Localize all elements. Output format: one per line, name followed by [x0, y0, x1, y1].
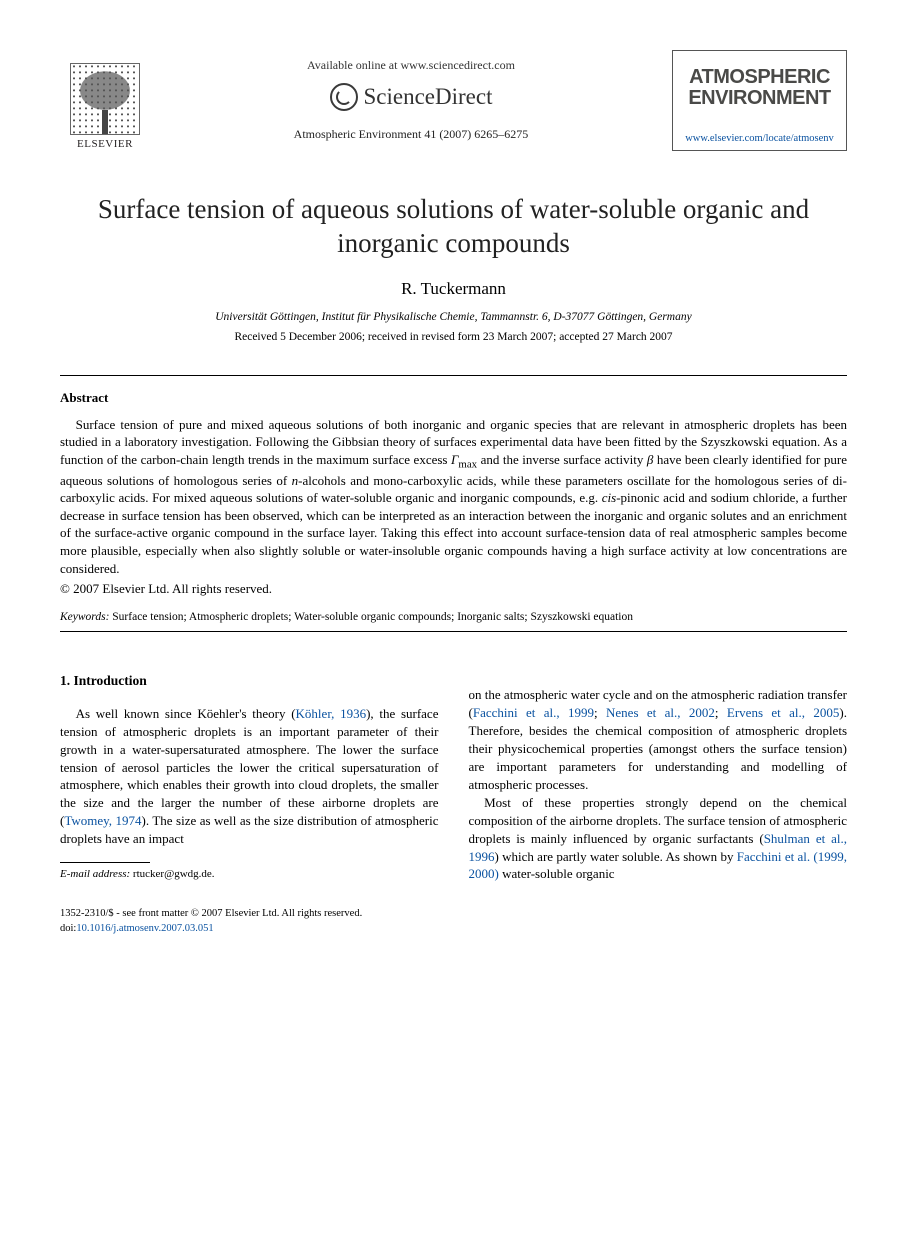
publisher-logo-block: ELSEVIER: [60, 50, 150, 150]
author-name: R. Tuckermann: [60, 279, 847, 299]
footnote-rule: [60, 862, 150, 863]
citation-twomey-1974[interactable]: Twomey, 1974: [64, 813, 141, 828]
header-center: Available online at www.sciencedirect.co…: [150, 50, 672, 142]
front-matter-line: 1352-2310/$ - see front matter © 2007 El…: [60, 907, 847, 921]
rule-above-abstract: [60, 375, 847, 376]
available-online-text: Available online at www.sciencedirect.co…: [150, 58, 672, 73]
journal-reference: Atmospheric Environment 41 (2007) 6265–6…: [150, 127, 672, 142]
journal-title-line1: ATMOSPHERIC: [677, 67, 842, 88]
body-text: ) which are partly water soluble. As sho…: [495, 849, 737, 864]
sciencedirect-swirl-icon: [330, 83, 358, 111]
col-spacer: [469, 646, 848, 686]
gamma-sub: max: [458, 458, 477, 470]
doi-link[interactable]: 10.1016/j.atmosenv.2007.03.051: [76, 923, 213, 934]
elsevier-tree-icon: [70, 63, 140, 135]
body-text: As well known since Köehler's theory (: [76, 706, 296, 721]
citation-nenes-2002[interactable]: Nenes et al., 2002: [606, 705, 715, 720]
page-footer: 1352-2310/$ - see front matter © 2007 El…: [60, 907, 847, 935]
publisher-name: ELSEVIER: [77, 138, 133, 150]
keywords-label: Keywords:: [60, 611, 109, 623]
author-email[interactable]: rtucker@gwdg.de.: [130, 868, 214, 880]
body-text: water-soluble organic: [499, 866, 615, 881]
article-dates: Received 5 December 2006; received in re…: [60, 331, 847, 343]
sciencedirect-text: ScienceDirect: [364, 84, 493, 110]
doi-line: doi:10.1016/j.atmosenv.2007.03.051: [60, 922, 847, 936]
cis-italic: cis: [602, 490, 616, 505]
body-text: ;: [594, 705, 606, 720]
intro-paragraph-2: Most of these properties strongly depend…: [469, 794, 848, 884]
section-1-heading: 1. Introduction: [60, 672, 439, 691]
body-text: ;: [715, 705, 727, 720]
citation-facchini-1999[interactable]: Facchini et al., 1999: [473, 705, 594, 720]
corresponding-author-footnote: E-mail address: rtucker@gwdg.de.: [60, 867, 439, 882]
citation-ervens-2005[interactable]: Ervens et al., 2005: [727, 705, 840, 720]
journal-title-line2: ENVIRONMENT: [677, 88, 842, 109]
abstract-copyright: © 2007 Elsevier Ltd. All rights reserved…: [60, 581, 847, 597]
intro-paragraph-1-cont: on the atmospheric water cycle and on th…: [469, 686, 848, 794]
right-column: on the atmospheric water cycle and on th…: [469, 646, 848, 883]
citation-kohler-1936[interactable]: Köhler, 1936: [296, 706, 367, 721]
journal-homepage-link[interactable]: www.elsevier.com/locate/atmosenv: [677, 133, 842, 144]
body-columns: 1. Introduction As well known since Köeh…: [60, 646, 847, 883]
author-affiliation: Universität Göttingen, Institut für Phys…: [60, 311, 847, 323]
doi-label: doi:: [60, 923, 76, 934]
page-header: ELSEVIER Available online at www.science…: [60, 50, 847, 151]
abstract-heading: Abstract: [60, 390, 847, 406]
rule-below-keywords: [60, 631, 847, 632]
sciencedirect-logo: ScienceDirect: [330, 83, 493, 111]
body-text: ), the surface tension of atmospheric dr…: [60, 706, 439, 829]
abstract-body: Surface tension of pure and mixed aqueou…: [60, 416, 847, 578]
keywords-text: Surface tension; Atmospheric droplets; W…: [109, 611, 633, 623]
intro-paragraph-1: As well known since Köehler's theory (Kö…: [60, 705, 439, 849]
journal-title-box: ATMOSPHERIC ENVIRONMENT www.elsevier.com…: [672, 50, 847, 151]
abstract-text: and the inverse surface activity: [477, 452, 647, 467]
article-title: Surface tension of aqueous solutions of …: [80, 193, 827, 261]
email-label: E-mail address:: [60, 868, 130, 880]
left-column: 1. Introduction As well known since Köeh…: [60, 646, 439, 883]
keywords-line: Keywords: Surface tension; Atmospheric d…: [60, 611, 847, 623]
